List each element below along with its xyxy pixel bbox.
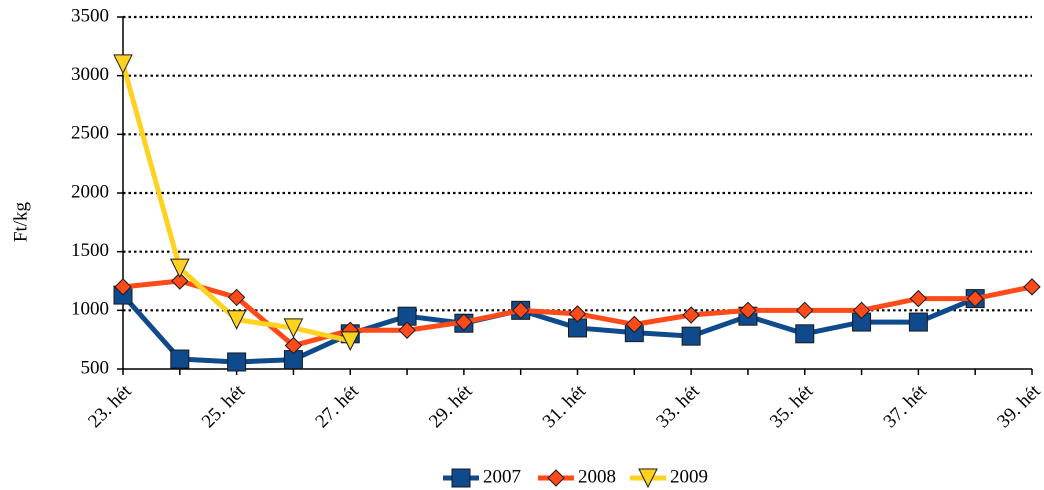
marker — [796, 301, 814, 320]
marker — [227, 352, 247, 372]
marker — [908, 312, 928, 332]
x-tick-label: 31. hét — [539, 380, 591, 432]
marker — [638, 468, 658, 489]
y-tick-label: 500 — [81, 357, 110, 378]
marker — [739, 301, 757, 320]
x-tick-label: 39. hét — [993, 380, 1044, 432]
marker — [455, 313, 473, 331]
legend-item: 2009 — [630, 466, 708, 489]
marker — [170, 258, 190, 279]
legend-label: 2007 — [483, 466, 521, 487]
marker — [682, 306, 700, 324]
legend-label: 2009 — [670, 466, 708, 487]
x-tick-label: 27. hét — [311, 380, 363, 432]
series-line — [121, 293, 977, 365]
marker — [681, 326, 701, 346]
x-tick-label: 29. hét — [425, 380, 477, 432]
marker — [398, 321, 416, 339]
x-tick-label: 35. hét — [766, 380, 818, 432]
marker — [1023, 278, 1041, 296]
x-tick-label: 37. hét — [880, 380, 932, 432]
marker — [795, 324, 815, 344]
marker — [547, 469, 565, 487]
marker — [226, 310, 247, 330]
marker — [114, 278, 132, 296]
x-tick-label: 25. hét — [198, 380, 250, 432]
marker — [340, 331, 361, 351]
legend-label: 2008 — [578, 466, 616, 487]
x-tick-label: 23. hét — [84, 380, 136, 432]
y-axis-label: Ft/kg — [10, 201, 31, 242]
marker — [625, 315, 644, 334]
y-tick-label: 2000 — [71, 181, 109, 202]
marker — [170, 349, 190, 369]
marker — [852, 301, 871, 320]
marker — [966, 289, 984, 308]
x-tick-label: 33. hét — [652, 380, 704, 432]
legend-item: 2007 — [443, 466, 521, 488]
marker — [171, 272, 189, 290]
legend-item: 2008 — [538, 466, 616, 487]
y-tick-label: 3000 — [71, 64, 109, 85]
y-tick-label: 3500 — [71, 5, 109, 26]
marker — [511, 301, 530, 320]
marker — [283, 318, 304, 339]
y-tick-label: 2500 — [71, 123, 109, 144]
marker — [113, 54, 133, 75]
marker — [227, 288, 246, 307]
marker — [909, 289, 928, 308]
marker — [568, 305, 587, 323]
y-tick-label: 1000 — [71, 299, 109, 320]
y-tick-label: 1500 — [71, 240, 109, 261]
marker — [451, 468, 471, 488]
marker — [284, 336, 303, 355]
